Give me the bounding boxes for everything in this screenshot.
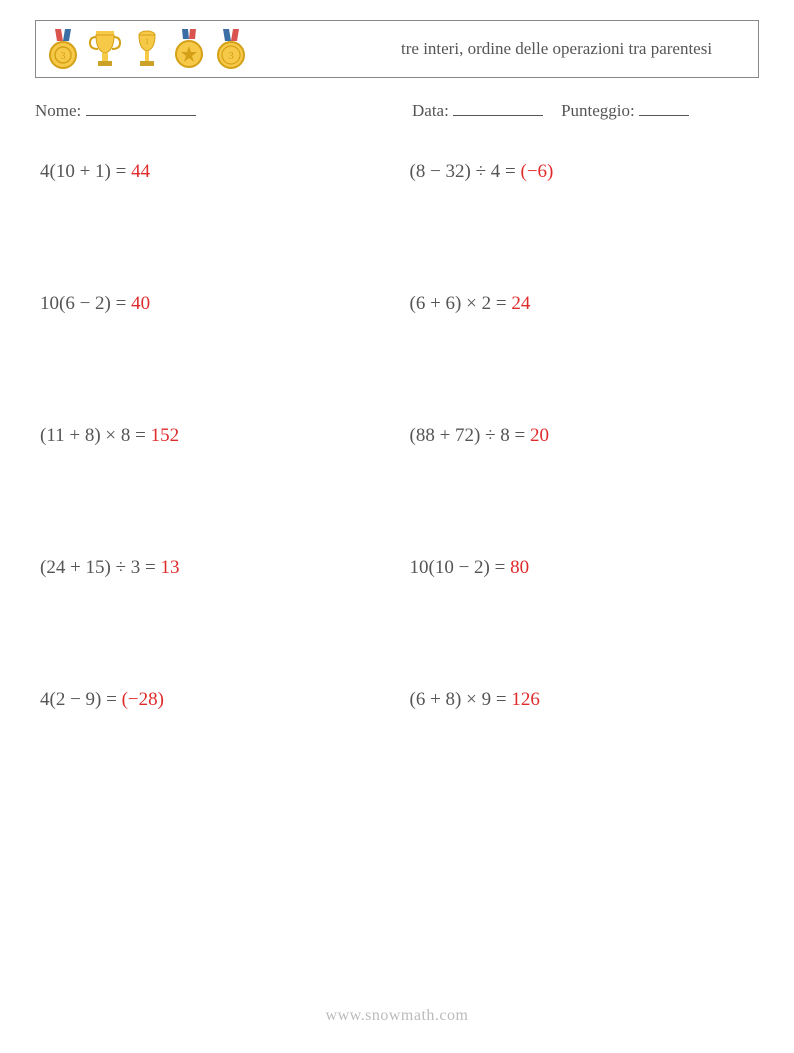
problem-expression: 4(2 − 9) = <box>40 689 122 710</box>
problem-expression: (88 + 72) ÷ 8 = <box>410 425 531 446</box>
trophy-icon-2: 1 <box>130 27 164 71</box>
problem-expression: (24 + 15) ÷ 3 = <box>40 557 161 578</box>
problem-2: (8 − 32) ÷ 4 = (−6) <box>410 161 760 183</box>
score-blank <box>639 98 689 116</box>
problem-answer: 40 <box>131 293 150 314</box>
problem-8: 10(10 − 2) = 80 <box>410 557 760 579</box>
info-row: Nome: Data: Punteggio: <box>35 98 759 121</box>
problem-answer: (−6) <box>521 161 554 182</box>
problem-expression: (6 + 6) × 2 = <box>410 293 512 314</box>
svg-text:3: 3 <box>61 51 66 62</box>
problem-expression: (11 + 8) × 8 = <box>40 425 151 446</box>
footer-watermark: www.snowmath.com <box>0 1007 794 1025</box>
svg-text:1: 1 <box>145 37 149 46</box>
problem-10: (6 + 8) × 9 = 126 <box>410 689 760 711</box>
problem-answer: 80 <box>510 557 529 578</box>
problem-answer: 126 <box>511 689 540 710</box>
problem-9: 4(2 − 9) = (−28) <box>40 689 390 711</box>
problem-answer: 13 <box>161 557 180 578</box>
problem-1: 4(10 + 1) = 44 <box>40 161 390 183</box>
problem-4: (6 + 6) × 2 = 24 <box>410 293 760 315</box>
problem-expression: (6 + 8) × 9 = <box>410 689 512 710</box>
name-blank <box>86 98 196 116</box>
problem-answer: 20 <box>530 425 549 446</box>
svg-text:3: 3 <box>228 50 234 62</box>
problem-answer: 24 <box>511 293 530 314</box>
problem-answer: 152 <box>151 425 180 446</box>
problem-expression: 10(6 − 2) = <box>40 293 131 314</box>
problem-6: (88 + 72) ÷ 8 = 20 <box>410 425 760 447</box>
problem-expression: (8 − 32) ÷ 4 = <box>410 161 521 182</box>
problem-answer: 44 <box>131 161 150 182</box>
medal-icon-star <box>172 27 206 71</box>
worksheet-title: tre interi, ordine delle operazioni tra … <box>365 38 758 60</box>
score-label: Punteggio: <box>561 101 635 120</box>
medal-icon-1: 3 <box>46 27 80 71</box>
problem-5: (11 + 8) × 8 = 152 <box>40 425 390 447</box>
problem-expression: 10(10 − 2) = <box>410 557 511 578</box>
medal-icon-3: 3 <box>214 27 248 71</box>
problem-answer: (−28) <box>122 689 164 710</box>
problem-expression: 4(10 + 1) = <box>40 161 131 182</box>
problem-7: (24 + 15) ÷ 3 = 13 <box>40 557 390 579</box>
header-box: 3 <box>35 20 759 78</box>
date-blank <box>453 98 543 116</box>
problem-3: 10(6 − 2) = 40 <box>40 293 390 315</box>
trophy-icon-1 <box>88 27 122 71</box>
medal-icons-row: 3 <box>36 27 365 71</box>
problems-grid: 4(10 + 1) = 44 (8 − 32) ÷ 4 = (−6) 10(6 − … <box>35 161 759 711</box>
name-label: Nome: <box>35 101 81 120</box>
date-label: Data: <box>412 101 449 120</box>
